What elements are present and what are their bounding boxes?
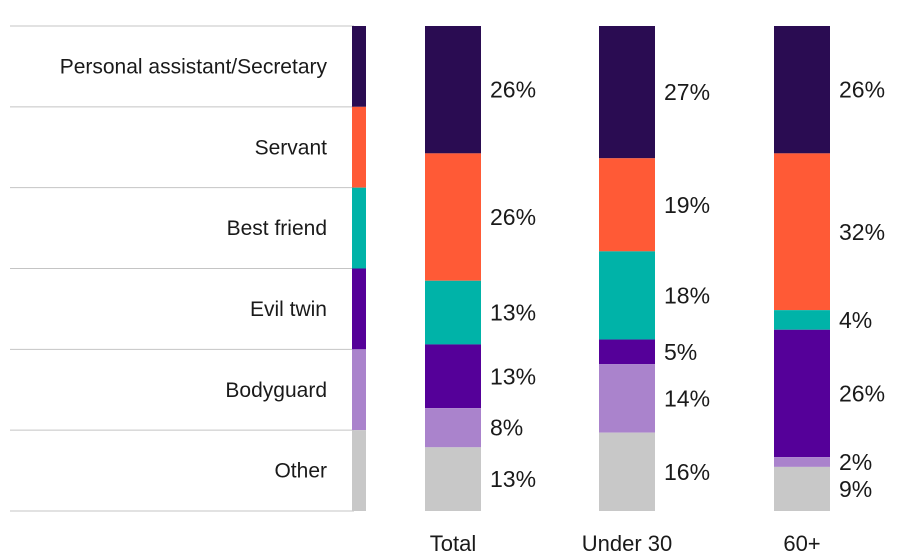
bar-segment-total-servant <box>425 153 481 281</box>
x-axis-label-under-30: Under 30 <box>582 531 673 556</box>
bar-segment-total-best-friend <box>425 280 481 345</box>
legend-label-best-friend: Best friend <box>227 217 327 240</box>
bar-segment-under-30-other <box>599 432 655 511</box>
value-label-under-30-other: 16% <box>664 459 710 485</box>
bar-segment-60-bodyguard <box>774 457 830 467</box>
legend-label-bodyguard: Bodyguard <box>225 379 327 402</box>
bar-segment-total-personal-assistant-secretary <box>425 26 481 154</box>
bar-segment-under-30-servant <box>599 158 655 252</box>
value-label-total-evil-twin: 13% <box>490 363 536 389</box>
bar-segment-under-30-bodyguard <box>599 364 655 433</box>
value-label-under-30-evil-twin: 5% <box>664 339 697 365</box>
value-label-total-personal-assistant-secretary: 26% <box>490 77 536 103</box>
legend-label-evil-twin: Evil twin <box>250 298 327 321</box>
value-label-under-30-personal-assistant-secretary: 27% <box>664 79 710 105</box>
bar-segment-under-30-best-friend <box>599 251 655 340</box>
value-label-60-personal-assistant-secretary: 26% <box>839 77 885 103</box>
value-label-under-30-best-friend: 18% <box>664 282 710 308</box>
x-axis-label-60: 60+ <box>783 531 820 556</box>
legend-swatch-bodyguard <box>352 349 366 431</box>
value-label-60-best-friend: 4% <box>839 307 872 333</box>
bar-segment-60-servant <box>774 153 830 311</box>
bar-segment-under-30-evil-twin <box>599 339 655 365</box>
legend-swatch-best-friend <box>352 187 366 269</box>
x-axis-label-total: Total <box>430 531 476 556</box>
value-label-under-30-bodyguard: 14% <box>664 385 710 411</box>
bar-segment-total-other <box>425 447 481 511</box>
value-label-60-evil-twin: 26% <box>839 380 885 406</box>
value-label-total-other: 13% <box>490 466 536 492</box>
legend-swatch-other <box>352 430 366 511</box>
value-label-total-best-friend: 13% <box>490 300 536 326</box>
bar-segment-60-evil-twin <box>774 329 830 458</box>
value-label-total-bodyguard: 8% <box>490 415 523 441</box>
bar-segment-60-other <box>774 466 830 511</box>
legend-label-servant: Servant <box>255 136 328 159</box>
bar-segment-60-personal-assistant-secretary <box>774 26 830 154</box>
bar-segment-total-bodyguard <box>425 408 481 448</box>
value-label-60-servant: 32% <box>839 219 885 245</box>
bar-segment-60-best-friend <box>774 310 830 330</box>
value-label-under-30-servant: 19% <box>664 192 710 218</box>
bar-segment-total-evil-twin <box>425 344 481 409</box>
legend-swatch-evil-twin <box>352 268 366 350</box>
value-label-60-other: 9% <box>839 476 872 502</box>
bar-segment-under-30-personal-assistant-secretary <box>599 26 655 159</box>
value-label-total-servant: 26% <box>490 204 536 230</box>
legend-swatch-servant <box>352 106 366 188</box>
value-label-60-bodyguard: 2% <box>839 449 872 475</box>
legend-label-personal-assistant-secretary: Personal assistant/Secretary <box>60 55 328 78</box>
legend-label-other: Other <box>274 460 327 483</box>
legend-swatch-personal-assistant-secretary <box>352 26 366 107</box>
